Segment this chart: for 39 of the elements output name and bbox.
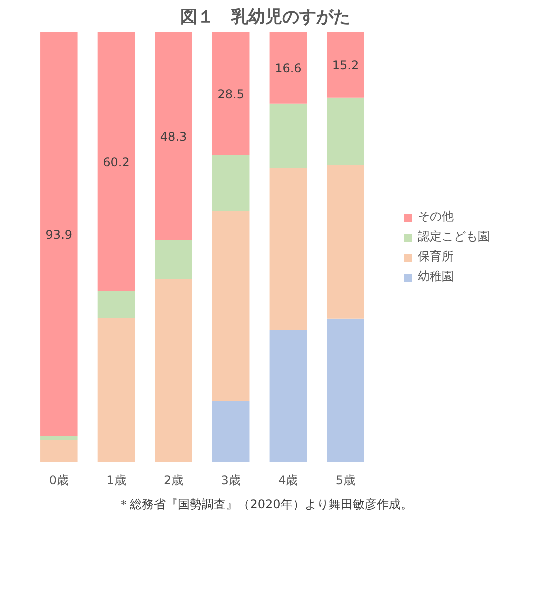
bar [40, 436, 78, 440]
x-tick-label: 3歳 [221, 474, 241, 488]
bar [155, 32, 192, 240]
data-label: 48.3 [160, 130, 188, 144]
x-tick-label: 0歳 [49, 474, 69, 488]
text: ＊総務省『国勢調査』（2020年）より舞田敏彦作成。 [118, 498, 413, 512]
data-label: 60.2 [103, 155, 130, 170]
bar [212, 401, 250, 462]
bar [327, 318, 364, 462]
bar [40, 440, 78, 462]
bar [270, 330, 308, 462]
x-tick-label: 5歳 [336, 474, 356, 488]
bar [270, 104, 308, 168]
data-label: 15.2 [332, 58, 360, 73]
bar [98, 291, 136, 318]
data-label: 28.5 [218, 87, 244, 102]
bar [155, 240, 192, 280]
data-label: 93.9 [46, 228, 73, 242]
bar [270, 32, 308, 104]
bar [327, 32, 364, 98]
bar [212, 155, 250, 212]
bar [212, 211, 250, 402]
bar [270, 168, 308, 330]
bar [98, 32, 136, 292]
x-tick-label: 1歳 [106, 474, 126, 488]
legend-label: 認定こども園 [418, 228, 490, 246]
data-label: 16.6 [275, 62, 302, 76]
chart-title: 図１ 乳幼児のすがた [180, 8, 350, 28]
bar [327, 98, 364, 166]
bar [98, 318, 136, 462]
bar [212, 32, 250, 156]
bar [327, 165, 364, 319]
bar [40, 32, 78, 436]
legend-label: 幼稚園 [418, 268, 454, 286]
bar [155, 279, 192, 462]
legend-label: その他 [418, 208, 454, 226]
legend-label: 保育所 [418, 248, 454, 266]
x-tick-label: 2歳 [164, 474, 184, 488]
x-tick-label: 4歳 [278, 474, 298, 488]
